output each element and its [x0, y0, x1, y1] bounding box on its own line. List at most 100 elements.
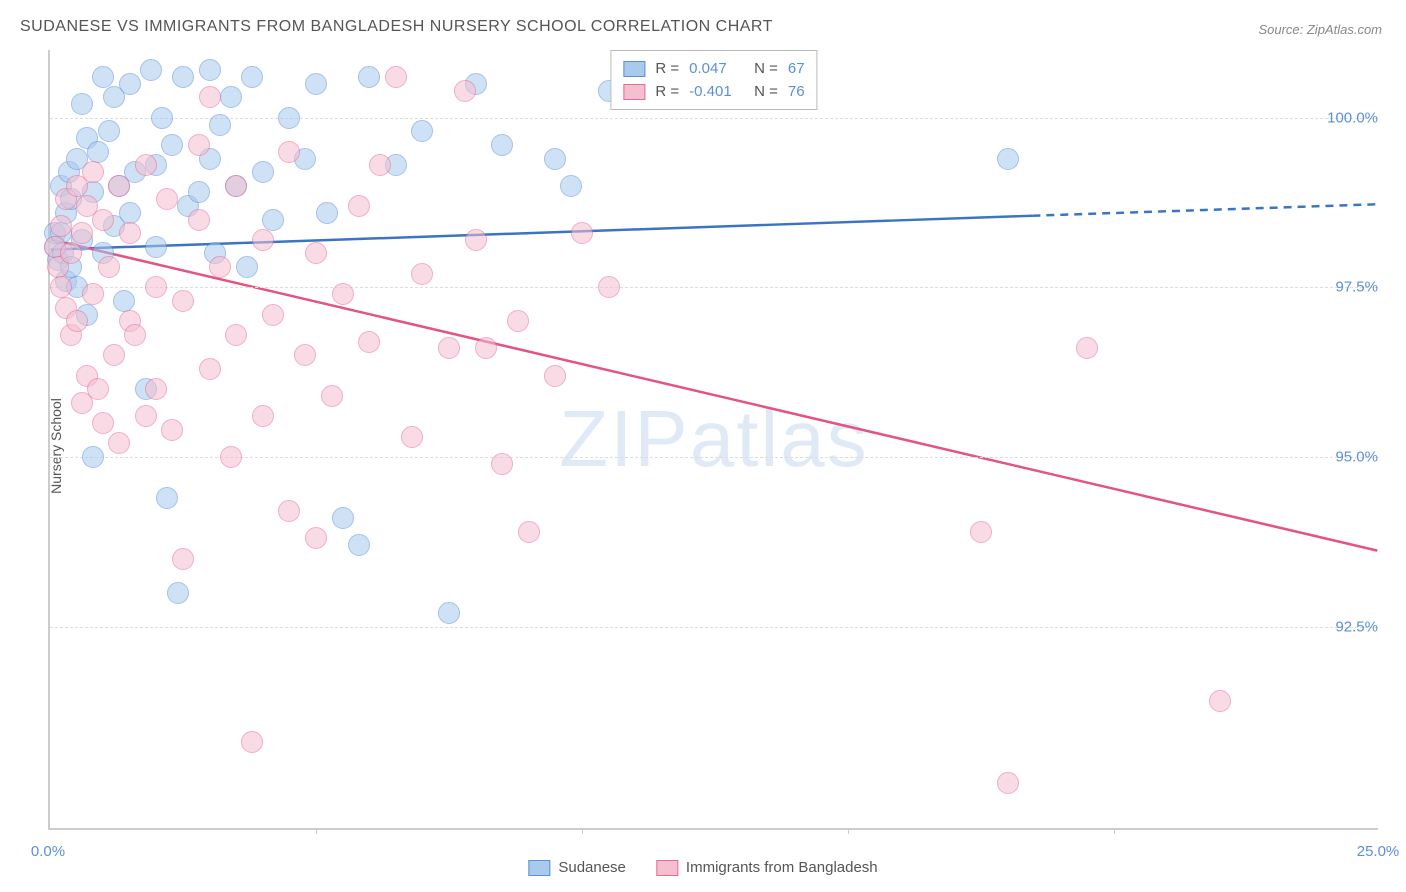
- scatter-point: [385, 66, 407, 88]
- scatter-point: [332, 507, 354, 529]
- correlation-legend: R = 0.047 N = 67 R = -0.401 N = 76: [610, 50, 817, 110]
- scatter-point: [92, 209, 114, 231]
- y-tick-label: 95.0%: [1335, 448, 1378, 465]
- legend-n-label: N =: [754, 83, 778, 100]
- scatter-point: [135, 154, 157, 176]
- scatter-point: [278, 141, 300, 163]
- scatter-point: [262, 209, 284, 231]
- x-tick-label: 0.0%: [31, 843, 65, 860]
- x-tick-mark: [316, 828, 317, 834]
- scatter-point: [262, 304, 284, 326]
- legend-n-value: 76: [788, 83, 805, 100]
- scatter-point: [348, 534, 370, 556]
- legend-swatch: [528, 860, 550, 876]
- scatter-point: [124, 324, 146, 346]
- scatter-point: [199, 358, 221, 380]
- series-legend: Sudanese Immigrants from Bangladesh: [528, 859, 877, 876]
- gridline-h: [50, 287, 1378, 288]
- scatter-point: [571, 222, 593, 244]
- gridline-h: [50, 118, 1378, 119]
- legend-row: R = 0.047 N = 67: [623, 57, 804, 80]
- watermark: ZIPatlas: [559, 393, 868, 485]
- scatter-point: [278, 500, 300, 522]
- scatter-point: [60, 242, 82, 264]
- x-tick-mark: [1114, 828, 1115, 834]
- scatter-point: [241, 731, 263, 753]
- scatter-point: [156, 188, 178, 210]
- scatter-point: [50, 276, 72, 298]
- scatter-point: [82, 161, 104, 183]
- scatter-point: [332, 283, 354, 305]
- scatter-point: [92, 412, 114, 434]
- scatter-point: [997, 148, 1019, 170]
- scatter-point: [491, 134, 513, 156]
- scatter-point: [544, 365, 566, 387]
- scatter-point: [151, 107, 173, 129]
- scatter-point: [220, 86, 242, 108]
- scatter-point: [71, 222, 93, 244]
- x-tick-mark: [848, 828, 849, 834]
- legend-swatch: [623, 61, 645, 77]
- y-tick-label: 92.5%: [1335, 618, 1378, 635]
- scatter-point: [997, 772, 1019, 794]
- scatter-point: [98, 256, 120, 278]
- scatter-point: [199, 86, 221, 108]
- scatter-point: [66, 310, 88, 332]
- scatter-point: [1076, 337, 1098, 359]
- scatter-point: [358, 331, 380, 353]
- scatter-point: [209, 114, 231, 136]
- scatter-point: [188, 181, 210, 203]
- scatter-point: [119, 222, 141, 244]
- scatter-point: [188, 134, 210, 156]
- scatter-point: [252, 161, 274, 183]
- legend-r-value: -0.401: [689, 83, 744, 100]
- chart-container: SUDANESE VS IMMIGRANTS FROM BANGLADESH N…: [0, 0, 1406, 892]
- scatter-point: [358, 66, 380, 88]
- scatter-point: [108, 175, 130, 197]
- scatter-point: [50, 215, 72, 237]
- legend-r-label: R =: [655, 83, 679, 100]
- scatter-point: [401, 426, 423, 448]
- scatter-point: [225, 175, 247, 197]
- scatter-point: [454, 80, 476, 102]
- scatter-point: [209, 256, 231, 278]
- legend-n-value: 67: [788, 60, 805, 77]
- trend-lines-svg: [50, 50, 1378, 828]
- scatter-point: [145, 236, 167, 258]
- scatter-point: [294, 344, 316, 366]
- scatter-point: [92, 66, 114, 88]
- legend-swatch: [623, 84, 645, 100]
- scatter-point: [161, 419, 183, 441]
- scatter-point: [438, 602, 460, 624]
- scatter-point: [82, 446, 104, 468]
- scatter-point: [544, 148, 566, 170]
- scatter-point: [103, 344, 125, 366]
- scatter-point: [369, 154, 391, 176]
- scatter-point: [199, 59, 221, 81]
- scatter-point: [518, 521, 540, 543]
- legend-item: Immigrants from Bangladesh: [656, 859, 878, 876]
- scatter-point: [98, 120, 120, 142]
- plot-area: ZIPatlas R = 0.047 N = 67 R = -0.401 N =…: [48, 50, 1378, 830]
- scatter-point: [71, 93, 93, 115]
- scatter-point: [135, 405, 157, 427]
- scatter-point: [475, 337, 497, 359]
- gridline-h: [50, 627, 1378, 628]
- y-tick-label: 100.0%: [1327, 109, 1378, 126]
- scatter-point: [507, 310, 529, 332]
- scatter-point: [140, 59, 162, 81]
- scatter-point: [970, 521, 992, 543]
- scatter-point: [598, 276, 620, 298]
- legend-label: Sudanese: [558, 859, 626, 876]
- scatter-point: [348, 195, 370, 217]
- legend-label: Immigrants from Bangladesh: [686, 859, 878, 876]
- y-tick-label: 97.5%: [1335, 279, 1378, 296]
- scatter-point: [172, 66, 194, 88]
- scatter-point: [491, 453, 513, 475]
- scatter-point: [321, 385, 343, 407]
- scatter-point: [220, 446, 242, 468]
- scatter-point: [316, 202, 338, 224]
- legend-r-label: R =: [655, 60, 679, 77]
- source-attribution: Source: ZipAtlas.com: [1258, 22, 1382, 37]
- legend-r-value: 0.047: [689, 60, 744, 77]
